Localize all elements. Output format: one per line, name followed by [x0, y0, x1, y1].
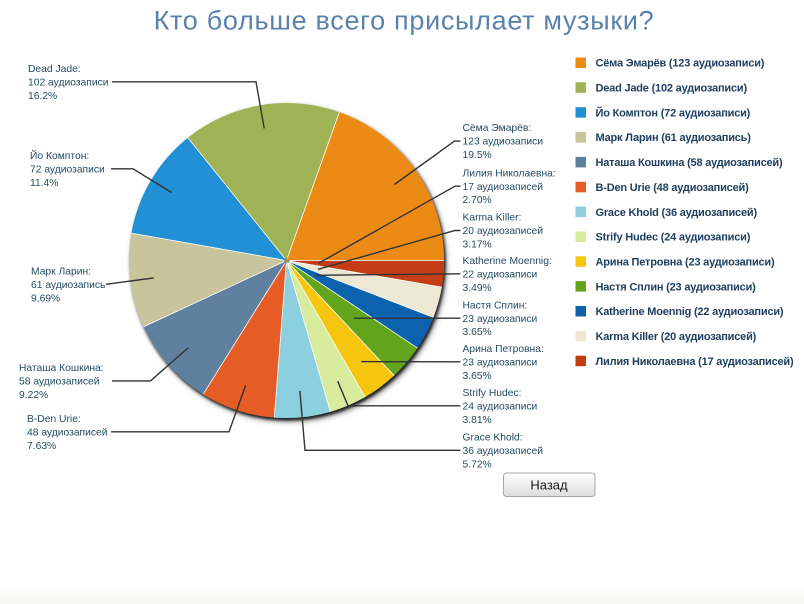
svg-text:Сёма Эмарёв (123 аудиозаписи): Сёма Эмарёв (123 аудиозаписи) [596, 58, 765, 70]
svg-text:Настя Сплин:: Настя Сплин: [463, 300, 528, 311]
svg-text:58 аудиозаписей: 58 аудиозаписей [19, 377, 100, 388]
svg-text:3.65%: 3.65% [463, 327, 492, 338]
svg-text:Лилия Николаевна (17 аудиозапи: Лилия Николаевна (17 аудиозаписей) [596, 356, 794, 368]
svg-text:B-Den Urie:: B-Den Urie: [27, 414, 81, 425]
svg-text:102 аудиозаписи: 102 аудиозаписи [28, 77, 109, 88]
svg-text:61 аудиозапись: 61 аудиозапись [31, 280, 105, 291]
svg-text:7.63%: 7.63% [27, 441, 56, 452]
svg-text:123 аудиозаписи: 123 аудиозаписи [463, 137, 544, 148]
svg-text:3.17%: 3.17% [463, 240, 492, 251]
svg-text:19.5%: 19.5% [463, 150, 492, 161]
svg-text:Katherine Moennig:: Katherine Moennig: [463, 256, 552, 267]
svg-text:Наташа Кошкина (58 аудиозаписе: Наташа Кошкина (58 аудиозаписей) [596, 157, 783, 169]
svg-text:72 аудиозаписи: 72 аудиозаписи [30, 164, 105, 175]
svg-text:Katherine Moennig (22 аудиозап: Katherine Moennig (22 аудиозаписи) [596, 306, 784, 318]
svg-text:Назад: Назад [530, 478, 568, 493]
svg-text:Grace Khold:: Grace Khold: [463, 433, 523, 444]
svg-text:20 аудиозаписей: 20 аудиозаписей [463, 226, 544, 237]
svg-text:B-Den Urie (48 аудиозаписей): B-Den Urie (48 аудиозаписей) [596, 182, 750, 194]
svg-text:3.49%: 3.49% [463, 283, 492, 294]
svg-text:36 аудиозаписей: 36 аудиозаписей [463, 446, 544, 457]
svg-text:Dead Jade (102 аудиозаписи): Dead Jade (102 аудиозаписи) [596, 83, 748, 95]
svg-text:Настя Сплин (23 аудиозаписи): Настя Сплин (23 аудиозаписи) [596, 281, 757, 293]
svg-text:Лилия Николаевна:: Лилия Николаевна: [463, 168, 556, 179]
svg-text:3.81%: 3.81% [463, 415, 492, 426]
svg-text:Йо Комптон (72 аудиозаписи): Йо Комптон (72 аудиозаписи) [596, 106, 751, 119]
svg-text:2.70%: 2.70% [463, 195, 492, 206]
svg-text:Кто больше всего присылает муз: Кто больше всего присылает музыки? [154, 6, 655, 36]
svg-text:Марк Ларин (61 аудиозапись): Марк Ларин (61 аудиозапись) [596, 132, 752, 144]
svg-text:11.4%: 11.4% [30, 178, 58, 189]
svg-text:Karma Killer (20 аудиозаписей): Karma Killer (20 аудиозаписей) [596, 331, 757, 343]
svg-text:23 аудиозаписи: 23 аудиозаписи [463, 314, 538, 325]
svg-text:Арина Петровна:: Арина Петровна: [463, 344, 544, 355]
svg-text:Марк Ларин:: Марк Ларин: [31, 267, 91, 278]
svg-text:9.22%: 9.22% [19, 390, 48, 401]
svg-text:Grace Khold (36 аудиозаписей): Grace Khold (36 аудиозаписей) [596, 207, 758, 219]
svg-text:Karma Killer:: Karma Killer: [463, 213, 522, 224]
svg-text:5.72%: 5.72% [463, 459, 492, 470]
svg-text:48 аудиозаписей: 48 аудиозаписей [27, 427, 108, 438]
svg-text:17 аудиозаписей: 17 аудиозаписей [463, 182, 544, 193]
svg-text:23 аудиозаписи: 23 аудиозаписи [463, 357, 538, 368]
svg-text:Наташа Кошкина:: Наташа Кошкина: [19, 363, 104, 374]
svg-text:Dead Jade:: Dead Jade: [28, 64, 81, 75]
svg-text:Йо Комптон:: Йо Комптон: [30, 149, 89, 162]
svg-text:24 аудиозаписи: 24 аудиозаписи [463, 401, 538, 412]
svg-text:16.2%: 16.2% [28, 91, 57, 102]
svg-text:Арина Петровна (23 аудиозаписи: Арина Петровна (23 аудиозаписи) [596, 257, 775, 269]
svg-text:Strify Hudec (24 аудиозаписи): Strify Hudec (24 аудиозаписи) [596, 232, 751, 244]
svg-text:22 аудиозаписи: 22 аудиозаписи [463, 269, 538, 280]
svg-text:Strify Hudec:: Strify Hudec: [463, 388, 522, 399]
svg-text:3.65%: 3.65% [463, 371, 492, 382]
svg-text:Сёма Эмарёв:: Сёма Эмарёв: [463, 123, 532, 134]
svg-text:9.69%: 9.69% [31, 293, 60, 304]
